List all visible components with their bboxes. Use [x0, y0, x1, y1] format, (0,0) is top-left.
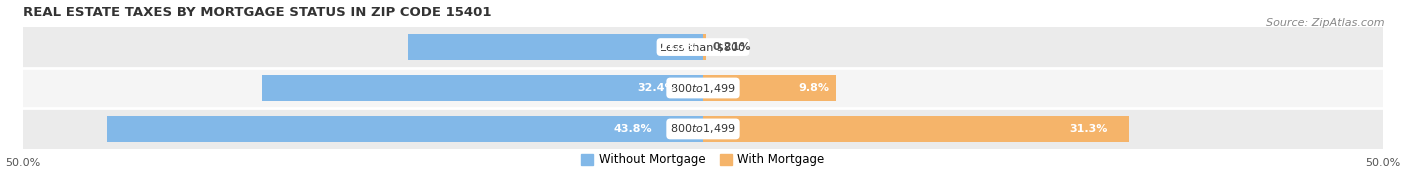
Bar — [22, 108, 1384, 149]
Text: 32.4%: 32.4% — [637, 83, 675, 93]
Bar — [107, 116, 703, 142]
Text: $800 to $1,499: $800 to $1,499 — [671, 122, 735, 135]
Text: Less than $800: Less than $800 — [661, 42, 745, 52]
Bar — [22, 68, 1384, 108]
Text: 9.8%: 9.8% — [799, 83, 830, 93]
Legend: Without Mortgage, With Mortgage: Without Mortgage, With Mortgage — [576, 149, 830, 171]
Text: REAL ESTATE TAXES BY MORTGAGE STATUS IN ZIP CODE 15401: REAL ESTATE TAXES BY MORTGAGE STATUS IN … — [22, 5, 492, 19]
Bar — [263, 75, 703, 101]
Text: $800 to $1,499: $800 to $1,499 — [671, 82, 735, 94]
Bar — [703, 34, 706, 60]
Text: 21.7%: 21.7% — [659, 42, 697, 52]
Bar — [703, 116, 1129, 142]
Bar — [408, 34, 703, 60]
Text: 31.3%: 31.3% — [1069, 124, 1108, 134]
Text: 43.8%: 43.8% — [613, 124, 652, 134]
Bar — [22, 27, 1384, 68]
Bar — [703, 75, 837, 101]
Text: Source: ZipAtlas.com: Source: ZipAtlas.com — [1267, 18, 1385, 28]
Text: 0.21%: 0.21% — [713, 42, 751, 52]
